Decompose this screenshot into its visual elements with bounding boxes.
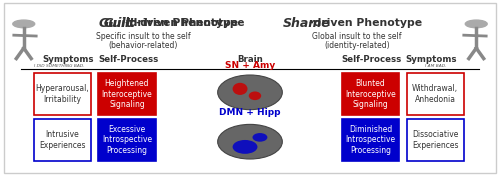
Text: Diminished
Introspective
Processing: Diminished Introspective Processing: [346, 125, 396, 155]
Text: Excessive
Introspective
Processing: Excessive Introspective Processing: [102, 125, 152, 155]
Text: Global insult to the self: Global insult to the self: [312, 32, 402, 40]
Text: SN + Amy: SN + Amy: [225, 61, 275, 70]
Ellipse shape: [218, 75, 282, 110]
Text: Withdrawal,
Anhedonia: Withdrawal, Anhedonia: [412, 84, 459, 104]
Text: Specific insult to the self: Specific insult to the self: [96, 32, 190, 40]
Text: Symptoms: Symptoms: [406, 55, 457, 64]
Circle shape: [466, 20, 487, 28]
FancyBboxPatch shape: [342, 73, 399, 115]
Text: (identity-related): (identity-related): [324, 41, 390, 50]
Text: I AM BAD.: I AM BAD.: [425, 64, 446, 68]
Text: DMN + Hipp: DMN + Hipp: [219, 108, 281, 117]
Ellipse shape: [252, 133, 268, 142]
FancyBboxPatch shape: [406, 73, 464, 115]
Text: Hyperarousal,
Irritability: Hyperarousal, Irritability: [36, 84, 89, 104]
Text: Dissociative
Experiences: Dissociative Experiences: [412, 130, 459, 150]
FancyBboxPatch shape: [34, 73, 91, 115]
Text: Blunted
Interoceptive
Signaling: Blunted Interoceptive Signaling: [345, 79, 396, 109]
Text: (behavior-related): (behavior-related): [108, 41, 178, 50]
Text: Guilt: Guilt: [98, 17, 132, 30]
Text: Self-Process: Self-Process: [98, 55, 158, 64]
FancyBboxPatch shape: [34, 119, 91, 161]
Ellipse shape: [232, 83, 248, 95]
Text: Brain: Brain: [237, 55, 263, 64]
FancyBboxPatch shape: [98, 119, 156, 161]
FancyBboxPatch shape: [406, 119, 464, 161]
Text: Symptoms: Symptoms: [43, 55, 94, 64]
Text: I DID SOMETHING BAD.: I DID SOMETHING BAD.: [34, 64, 84, 68]
Text: -driven Phenotype: -driven Phenotype: [308, 18, 422, 28]
Ellipse shape: [249, 92, 261, 100]
Text: Guilt: Guilt: [104, 17, 136, 30]
Text: Heightened
Interoceptive
Signaling: Heightened Interoceptive Signaling: [102, 79, 152, 109]
Text: Self-Process: Self-Process: [342, 55, 402, 64]
Ellipse shape: [218, 124, 282, 159]
FancyBboxPatch shape: [342, 119, 399, 161]
Circle shape: [13, 20, 34, 28]
Ellipse shape: [232, 140, 258, 154]
Text: Shame: Shame: [282, 17, 330, 30]
FancyBboxPatch shape: [98, 73, 156, 115]
Text: -driven Phenotype: -driven Phenotype: [136, 18, 244, 28]
Text: -driven Phenotype: -driven Phenotype: [124, 18, 238, 28]
Text: Intrusive
Experiences: Intrusive Experiences: [39, 130, 86, 150]
